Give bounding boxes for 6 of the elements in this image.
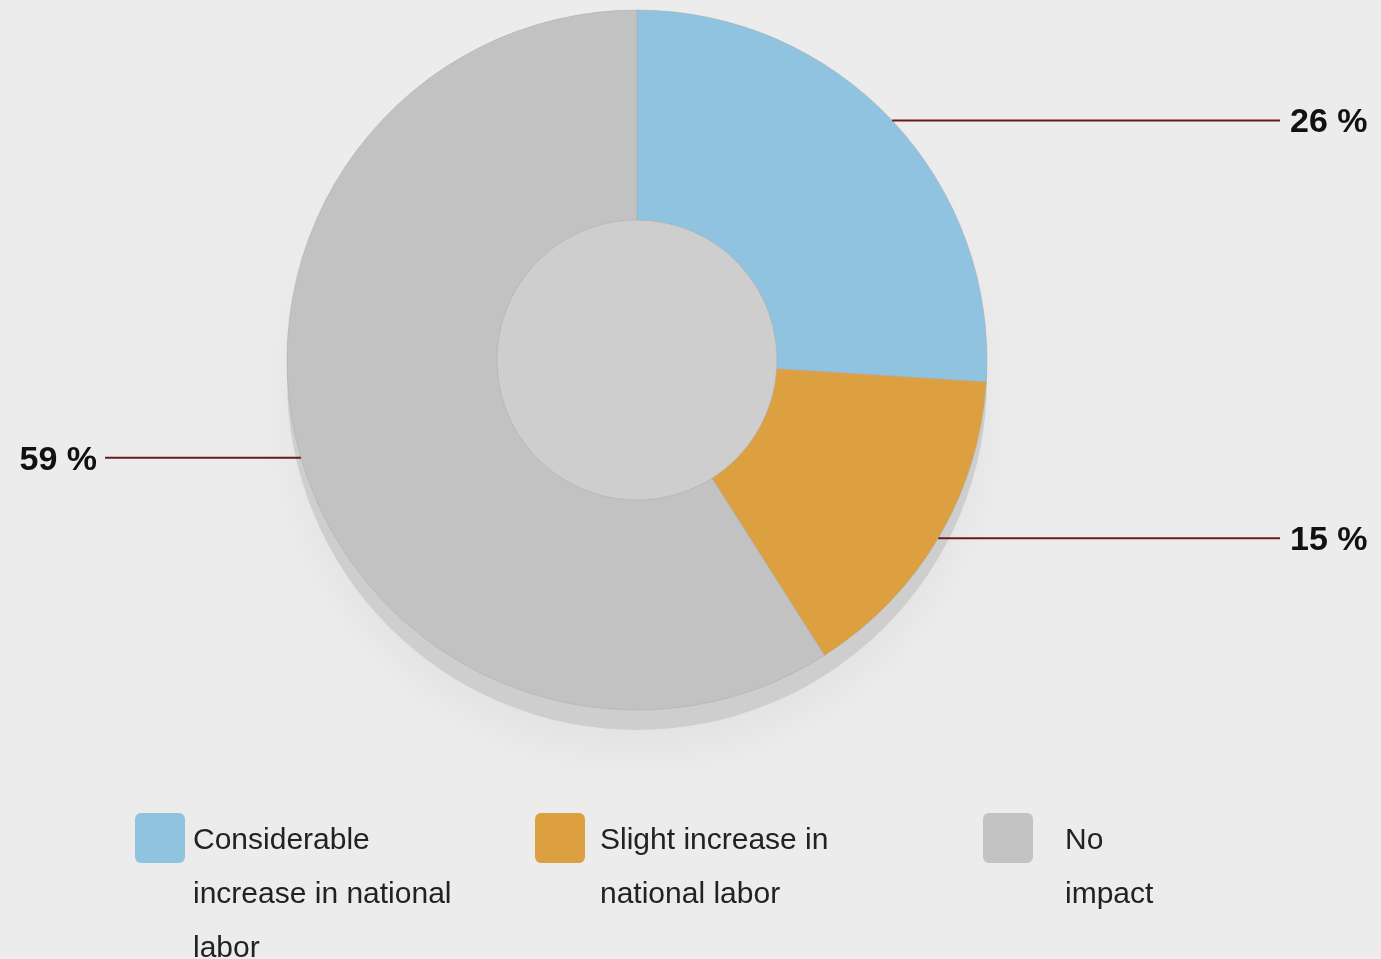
data-label: 15 % bbox=[1290, 519, 1368, 558]
legend-label: No impact bbox=[1065, 821, 1155, 909]
data-label: 59 % bbox=[19, 438, 97, 477]
legend-label: Considerable increase in national labor bbox=[193, 821, 452, 959]
legend-label: Slight increase in national labor bbox=[600, 821, 829, 909]
data-label: 26 % bbox=[1290, 101, 1368, 140]
